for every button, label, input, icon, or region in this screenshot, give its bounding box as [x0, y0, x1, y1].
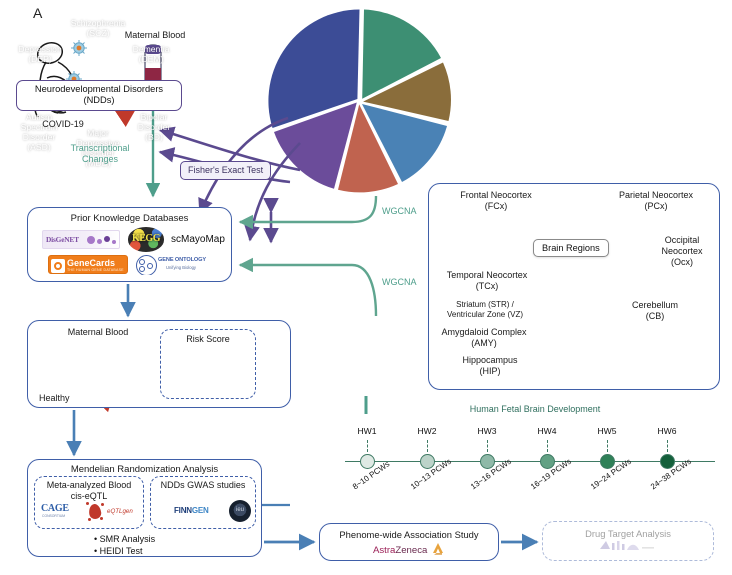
timeline-node[interactable] [480, 454, 495, 469]
finngen-logo[interactable]: FINNGEN [157, 503, 227, 521]
mr-sub1-title: Meta-analyzed Blood cis-eQTL [46, 480, 132, 501]
pie-label-asd: Autism Spectrum Disorder (ASD) [20, 112, 58, 152]
cage-logo-subtext: CONSORTIUM [42, 514, 66, 518]
meta-analyzed-eqtl-box: Meta-analyzed Blood cis-eQTL CAGE CONSORT… [34, 476, 144, 529]
mr-bullet-smr: • SMR Analysis [94, 534, 156, 544]
pie-label-dep: Depression (DEP) [18, 44, 62, 64]
prior-knowledge-databases-box: Prior Knowledge Databases DisGeNET KEGG … [27, 207, 232, 282]
genecards-logo[interactable]: GeneCards THE HUMAN GENE DATABASE [48, 255, 128, 274]
cage-logo[interactable]: CAGE CONSORTIUM [41, 503, 81, 522]
finngen-logo-text: FINNGEN [174, 506, 209, 515]
ndds-center-line1: Neurodevelopmental Disorders [34, 84, 164, 94]
brain-label-cerebellum: Cerebellum (CB) [631, 300, 679, 321]
astrazeneca-logo-text-a: Astra [372, 545, 396, 556]
brain-label-hippocampus: Hippocampus (HIP) [462, 355, 518, 376]
eqtlgen-logo-text: eQTLgen [107, 508, 133, 515]
pwas-title: Phenome-wide Association Study [339, 529, 479, 540]
astrazeneca-logo-text-b: Zeneca [395, 545, 428, 556]
gene-ontology-logo-text: GENE ONTOLOGY [158, 257, 207, 263]
pie-label-scz: Schizophrenia (SCZ) [70, 18, 126, 38]
wgcna-label-bottom: WGCNA [382, 277, 417, 287]
pie-label-bd: Bipolar Disorder (BD) [137, 112, 171, 142]
ndd-pie-chart [268, 9, 451, 193]
gene-ontology-logo-subtext: Unifying Biology [166, 265, 197, 270]
astrazeneca-logo[interactable]: AstraZeneca [320, 542, 498, 556]
eqtlgen-logo[interactable]: eQTLgen [85, 501, 141, 523]
brain-label-occipital: Occipital Neocortex (Ocx) [661, 235, 703, 267]
ieu-logo-text: ieu [235, 507, 244, 513]
scmayomap-label: scMayoMap [171, 234, 225, 245]
covid19-label: COVID-19 [42, 119, 84, 129]
timeline-hw-label: HW3 [477, 426, 497, 436]
panel-label: A [33, 5, 43, 21]
timeline-hw-label: HW2 [417, 426, 437, 436]
maternal-blood-label-healthy: Maternal Blood [67, 327, 129, 337]
brain-label-temporal: Temporal Neocortex (TCx) [446, 270, 528, 291]
drug-target-title: Drug Target Analysis [585, 528, 671, 539]
drug-target-analysis-box: Drug Target Analysis [542, 521, 714, 561]
mr-title: Mendelian Randomization Analysis [70, 464, 219, 475]
brain-label-frontal: Frontal Neocortex (FCx) [460, 190, 532, 211]
ndds-center-line2: (NDDs) [83, 95, 115, 105]
mr-sub2-title: NDDs GWAS studies [160, 480, 246, 490]
pie-label-dem: Dementia (DEM) [132, 44, 170, 64]
ndds-gwas-box: NDDs GWAS studies FINNGEN ieu [150, 476, 256, 529]
brain-label-parietal: Parietal Neocortex (PCx) [618, 190, 694, 211]
brain-regions-pill: Brain Regions [533, 239, 609, 257]
disgenet-logo[interactable]: DisGeNET [42, 230, 120, 249]
timeline-node[interactable] [600, 454, 615, 469]
risk-score-box: Risk Score [160, 329, 256, 399]
kegg-logo-text: KEGG [131, 233, 161, 244]
astrazeneca-mark-icon [433, 543, 444, 555]
green-arrow-wgcna-bottom [238, 257, 378, 317]
gene-ontology-logo[interactable]: GENE ONTOLOGY Unifying Biology [136, 254, 222, 275]
fishers-exact-test-label: Fisher's Exact Test [180, 161, 272, 180]
timeline-hw-label: HW4 [537, 426, 557, 436]
mr-bullet-heidi: • HEIDI Test [94, 546, 143, 556]
risk-score-title: Risk Score [186, 334, 230, 344]
kdb-title: Prior Knowledge Databases [70, 213, 189, 224]
ieu-logo[interactable]: ieu [229, 500, 251, 522]
mendelian-randomization-box: Mendelian Randomization Analysis Meta-an… [27, 459, 262, 557]
genecards-logo-subtext: THE HUMAN GENE DATABASE [67, 268, 124, 272]
timeline-hw-label: HW1 [357, 426, 377, 436]
purple-arrow-ndd-to-db-2 [244, 142, 301, 242]
pie-label-mdd: Major Depressive Disorder (MDD) [76, 128, 120, 168]
timeline-node[interactable] [420, 454, 435, 469]
timeline-node[interactable] [540, 454, 555, 469]
timeline-hw-label: HW6 [657, 426, 677, 436]
brain-regions-box: Brain Regions [428, 183, 720, 390]
timeline-node[interactable] [360, 454, 375, 469]
green-arrow-wgcna-top [238, 195, 378, 230]
transcriptional-changes-label: Transcriptional Changes [70, 143, 130, 164]
wgcna-label-top: WGCNA [382, 206, 417, 216]
maternal-blood-label-covid: Maternal Blood [124, 30, 186, 40]
genecards-logo-text: GeneCards [67, 258, 116, 268]
kegg-logo[interactable]: KEGG [128, 227, 164, 252]
timeline-node[interactable] [660, 454, 675, 469]
timeline-title: Human Fetal Brain Development [469, 404, 601, 414]
cage-logo-text: CAGE [41, 503, 69, 514]
fetal-brain-timeline: Human Fetal Brain Development HW1 8~10 P… [345, 404, 725, 508]
phenome-wide-association-box: Phenome-wide Association Study AstraZene… [319, 523, 499, 561]
healthy-label: Healthy [39, 393, 70, 403]
timeline-axis [345, 461, 715, 463]
brain-label-striatum-vz: Striatum (STR) / Ventricular Zone (VZ) [446, 300, 524, 319]
timeline-hw-label: HW5 [597, 426, 617, 436]
ndds-center-label: Neurodevelopmental Disorders (NDDs) [16, 80, 182, 111]
brain-label-amygdala: Amygdaloid Complex (AMY) [441, 327, 527, 348]
disgenet-logo-text: DisGeNET [46, 235, 79, 244]
